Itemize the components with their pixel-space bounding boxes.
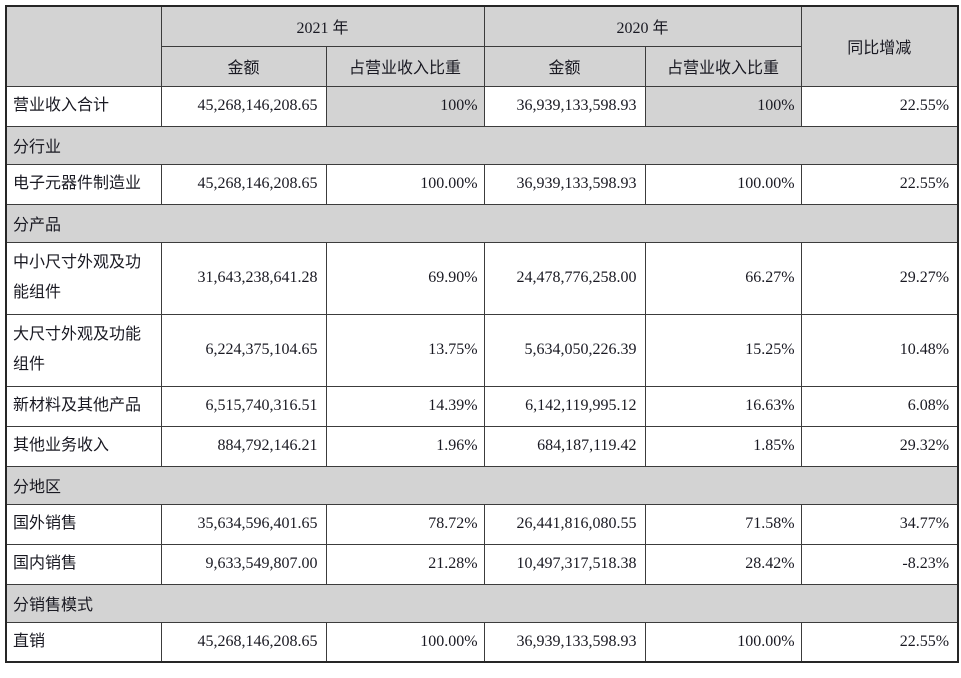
table-row: 营业收入合计 45,268,146,208.65 100% 36,939,133,59… xyxy=(5,85,959,127)
amount-2021: 35,634,596,401.65 xyxy=(160,503,327,545)
amount-2020: 5,634,050,226.39 xyxy=(483,313,646,387)
ratio-2020: 66.27% xyxy=(644,241,802,315)
yoy-value: 22.55% xyxy=(800,163,959,205)
ratio-2021: 78.72% xyxy=(325,503,485,545)
yoy-value: 29.32% xyxy=(800,425,959,467)
section-label: 分产品 xyxy=(5,203,959,243)
yoy-value: 29.27% xyxy=(800,241,959,315)
ratio-2020: 100.00% xyxy=(644,163,802,205)
ratio-2020: 1.85% xyxy=(644,425,802,467)
section-row: 分地区 xyxy=(5,465,959,505)
table-row: 大尺寸外观及功能组件 6,224,375,104.65 13.75% 5,634,05… xyxy=(5,313,959,387)
ratio-2020: 28.42% xyxy=(644,543,802,585)
row-label: 大尺寸外观及功能组件 xyxy=(5,313,162,387)
section-label: 分行业 xyxy=(5,125,959,165)
table-header: 2021 年 2020 年 同比增减 金额 占营业收入比重 金额 占营业收入比重 xyxy=(5,5,959,87)
section-row: 分销售模式 xyxy=(5,583,959,623)
amount-2021: 45,268,146,208.65 xyxy=(160,621,327,663)
yoy-value: -8.23% xyxy=(800,543,959,585)
amount-2021: 6,515,740,316.51 xyxy=(160,385,327,427)
ratio-2020: 100% xyxy=(644,85,802,127)
revenue-breakdown-table-page: 2021 年 2020 年 同比增减 金额 占营业收入比重 金额 占营业收入比重… xyxy=(5,5,960,663)
amount-2021: 6,224,375,104.65 xyxy=(160,313,327,387)
amount-2021: 9,633,549,807.00 xyxy=(160,543,327,585)
table-row: 电子元器件制造业 45,268,146,208.65 100.00% 36,939,1… xyxy=(5,163,959,205)
table-body: 营业收入合计 45,268,146,208.65 100% 36,939,133,59… xyxy=(5,85,959,663)
amount-2021: 884,792,146.21 xyxy=(160,425,327,467)
amount-2020: 36,939,133,598.93 xyxy=(483,621,646,663)
section-label: 分地区 xyxy=(5,465,959,505)
amount-2021: 31,643,238,641.28 xyxy=(160,241,327,315)
header-amount-2020: 金额 xyxy=(483,45,646,87)
ratio-2021: 13.75% xyxy=(325,313,485,387)
header-row-groups: 2021 年 2020 年 同比增减 xyxy=(5,5,959,87)
yoy-value: 22.55% xyxy=(800,621,959,663)
row-label: 营业收入合计 xyxy=(5,85,162,127)
row-label: 国外销售 xyxy=(5,503,162,545)
header-row-subcolumns: 金额 占营业收入比重 金额 占营业收入比重 xyxy=(6,45,958,87)
row-label: 直销 xyxy=(5,621,162,663)
table-row: 直销 45,268,146,208.65 100.00% 36,939,133,598… xyxy=(5,621,959,663)
amount-2020: 10,497,317,518.38 xyxy=(483,543,646,585)
header-ratio-2021: 占营业收入比重 xyxy=(325,45,485,87)
ratio-2021: 100.00% xyxy=(325,621,485,663)
table-row: 中小尺寸外观及功能组件 31,643,238,641.28 69.90% 24,478… xyxy=(5,241,959,315)
amount-2020: 36,939,133,598.93 xyxy=(483,85,646,127)
ratio-2021: 21.28% xyxy=(325,543,485,585)
table-row: 新材料及其他产品 6,515,740,316.51 14.39% 6,142,119,… xyxy=(5,385,959,427)
section-row: 分行业 xyxy=(5,125,959,165)
yoy-value: 6.08% xyxy=(800,385,959,427)
yoy-value: 10.48% xyxy=(800,313,959,387)
amount-2021: 45,268,146,208.65 xyxy=(160,163,327,205)
row-label: 其他业务收入 xyxy=(5,425,162,467)
ratio-2021: 14.39% xyxy=(325,385,485,427)
table-row: 其他业务收入 884,792,146.21 1.96% 684,187,119.42 1… xyxy=(5,425,959,467)
row-label: 中小尺寸外观及功能组件 xyxy=(5,241,162,315)
amount-2020: 684,187,119.42 xyxy=(483,425,646,467)
ratio-2021: 100.00% xyxy=(325,163,485,205)
header-ratio-2020: 占营业收入比重 xyxy=(644,45,802,87)
amount-2020: 24,478,776,258.00 xyxy=(483,241,646,315)
header-year-2020: 2020 年 xyxy=(483,5,802,47)
ratio-2021: 1.96% xyxy=(325,425,485,467)
section-label: 分销售模式 xyxy=(5,583,959,623)
table-row: 国内销售 9,633,549,807.00 21.28% 10,497,317,518… xyxy=(5,543,959,585)
ratio-2020: 16.63% xyxy=(644,385,802,427)
amount-2020: 6,142,119,995.12 xyxy=(483,385,646,427)
row-label: 国内销售 xyxy=(5,543,162,585)
header-amount-2021: 金额 xyxy=(160,45,327,87)
ratio-2020: 15.25% xyxy=(644,313,802,387)
table-row: 国外销售 35,634,596,401.65 78.72% 26,441,816,08… xyxy=(5,503,959,545)
amount-2021: 45,268,146,208.65 xyxy=(160,85,327,127)
ratio-2020: 100.00% xyxy=(644,621,802,663)
ratio-2020: 71.58% xyxy=(644,503,802,545)
revenue-breakdown-table: 2021 年 2020 年 同比增减 金额 占营业收入比重 金额 占营业收入比重… xyxy=(5,5,960,663)
row-label: 新材料及其他产品 xyxy=(5,385,162,427)
amount-2020: 36,939,133,598.93 xyxy=(483,163,646,205)
section-row: 分产品 xyxy=(5,203,959,243)
yoy-value: 34.77% xyxy=(800,503,959,545)
header-blank-cell xyxy=(5,5,162,87)
header-yoy-change: 同比增减 xyxy=(800,5,959,87)
ratio-2021: 100% xyxy=(325,85,485,127)
ratio-2021: 69.90% xyxy=(325,241,485,315)
yoy-value: 22.55% xyxy=(800,85,959,127)
row-label: 电子元器件制造业 xyxy=(5,163,162,205)
header-year-2021: 2021 年 xyxy=(160,5,485,47)
amount-2020: 26,441,816,080.55 xyxy=(483,503,646,545)
